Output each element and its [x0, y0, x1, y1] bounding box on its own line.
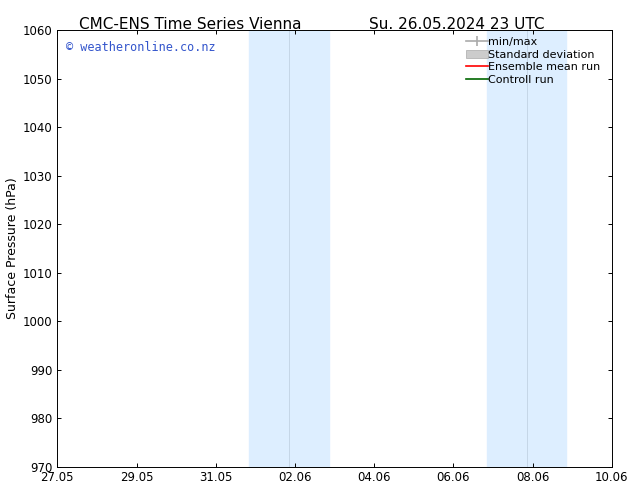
Bar	[249, 30, 289, 466]
Text: Su. 26.05.2024 23 UTC: Su. 26.05.2024 23 UTC	[369, 17, 544, 32]
Y-axis label: Surface Pressure (hPa): Surface Pressure (hPa)	[6, 177, 18, 319]
Text: CMC-ENS Time Series Vienna: CMC-ENS Time Series Vienna	[79, 17, 301, 32]
Legend: min/max, Standard deviation, Ensemble mean run, Controll run: min/max, Standard deviation, Ensemble me…	[463, 33, 609, 89]
Bar	[527, 30, 566, 466]
Text: © weatheronline.co.nz: © weatheronline.co.nz	[66, 41, 216, 54]
Bar	[487, 30, 527, 466]
Bar	[289, 30, 328, 466]
